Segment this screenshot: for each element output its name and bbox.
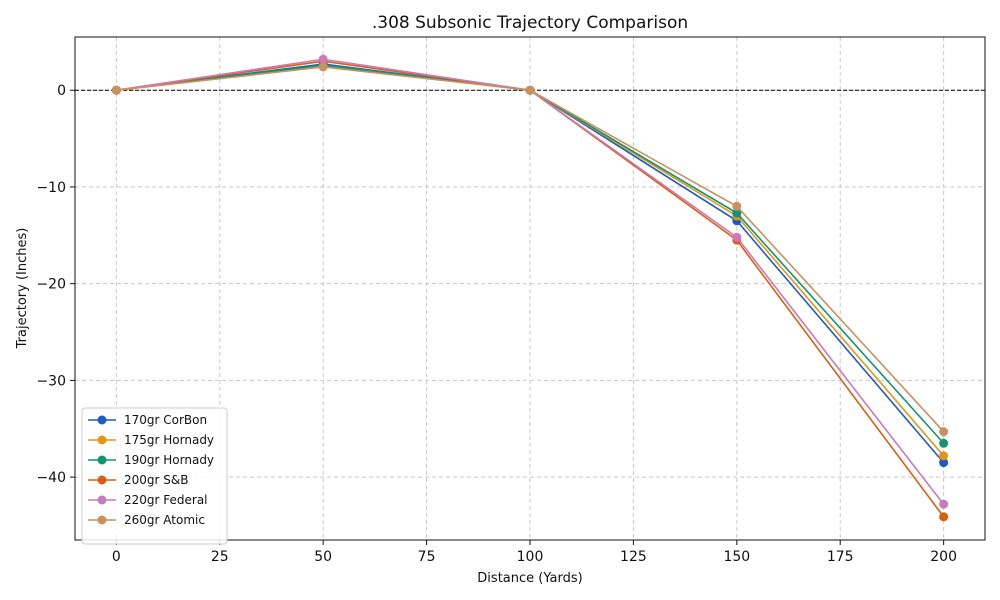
legend-label: 220gr Federal	[124, 493, 208, 507]
legend-entry: 175gr Hornady	[88, 433, 214, 447]
x-tick-label: 75	[418, 549, 436, 565]
data-point	[318, 54, 328, 64]
legend-label: 170gr CorBon	[124, 413, 207, 427]
data-point	[939, 451, 949, 461]
legend-marker	[97, 495, 107, 505]
data-point	[732, 201, 742, 211]
data-point	[732, 208, 742, 218]
data-point	[525, 85, 535, 95]
legend-marker	[97, 455, 107, 465]
legend: 170gr CorBon 175gr Hornady 190gr Hornady 20…	[81, 407, 228, 545]
x-tick-label: 0	[112, 549, 121, 565]
legend-marker	[97, 415, 107, 425]
y-tick-label: −40	[36, 470, 66, 486]
data-point	[111, 85, 121, 95]
y-axis-label: Trajectory (Inches)	[15, 228, 30, 350]
y-tick-label: −30	[36, 373, 66, 389]
legend-entry: 200gr S&B	[88, 473, 188, 487]
data-point	[939, 499, 949, 509]
data-point	[732, 232, 742, 242]
legend-label: 175gr Hornady	[124, 433, 214, 447]
y-axis-ticks: 0 −10 −20 −30 −40	[36, 83, 75, 486]
x-tick-label: 100	[517, 549, 544, 565]
x-tick-label: 175	[827, 549, 854, 565]
data-point	[318, 62, 328, 72]
y-tick-label: −10	[36, 180, 66, 196]
data-point	[939, 427, 949, 437]
legend-marker	[97, 435, 107, 445]
x-axis-label: Distance (Yards)	[477, 571, 582, 586]
y-tick-label: 0	[57, 83, 66, 99]
x-tick-label: 125	[620, 549, 647, 565]
legend-entry: 170gr CorBon	[88, 413, 207, 427]
series-260gr-atomic	[111, 62, 949, 437]
data-point	[939, 512, 949, 522]
y-tick-label: −20	[36, 277, 66, 293]
legend-label: 260gr Atomic	[124, 513, 205, 527]
series-lines	[111, 54, 949, 522]
legend-marker	[97, 475, 107, 485]
legend-label: 200gr S&B	[124, 473, 188, 487]
data-point	[939, 438, 949, 448]
legend-entry: 220gr Federal	[88, 493, 208, 507]
x-axis-ticks: 0 25 50 75 100 125 150 175 200	[112, 540, 957, 565]
legend-label: 190gr Hornady	[124, 453, 214, 467]
chart-title: .308 Subsonic Trajectory Comparison	[372, 13, 688, 33]
x-tick-label: 150	[723, 549, 750, 565]
legend-box	[81, 407, 228, 545]
x-tick-label: 50	[314, 549, 332, 565]
data-point	[939, 458, 949, 468]
legend-entry: 190gr Hornady	[88, 453, 214, 467]
legend-marker	[97, 515, 107, 525]
x-tick-label: 25	[211, 549, 229, 565]
x-tick-label: 200	[930, 549, 957, 565]
legend-entry: 260gr Atomic	[88, 513, 205, 527]
